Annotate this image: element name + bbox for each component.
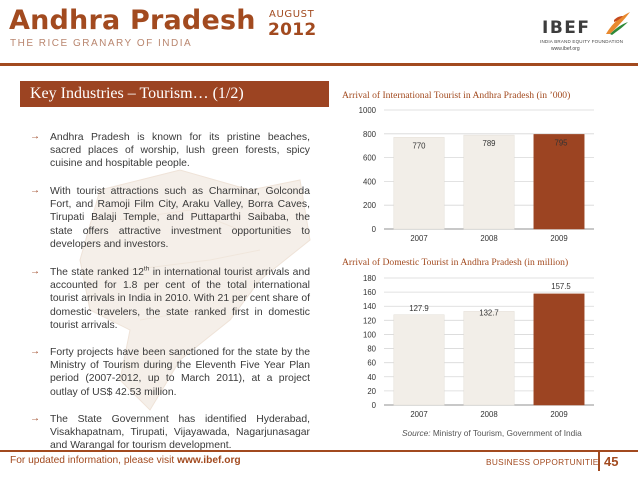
data-label: 132.7 [479,308,499,317]
bar [393,137,445,230]
bullet-text-sup: th [143,265,150,273]
bullet-text: The State Government has identified Hyde… [50,414,310,452]
data-label: 157.5 [551,282,571,291]
x-tick-label: 2007 [410,410,427,419]
y-tick-label: 140 [363,302,377,311]
chart-title-domestic: Arrival of Domestic Tourist in Andhra Pr… [342,257,569,268]
logo-foundation: INDIA BRAND EQUITY FOUNDATION [540,39,624,44]
state-map-watermark [79,169,311,411]
chart-title-international: Arrival of International Tourist in Andh… [342,90,571,101]
x-tick-label: 2008 [480,410,497,419]
arrow-bullet-icon: → [30,413,40,424]
arrow-bullet-icon: → [30,266,40,277]
y-tick-label: 0 [372,225,377,234]
y-tick-label: 0 [372,401,377,410]
y-tick-label: 600 [363,154,377,163]
footer-rule [0,450,638,452]
y-tick-label: 200 [363,201,377,210]
x-tick-label: 2007 [410,234,427,243]
arrow-bullet-icon: → [30,131,40,142]
bullet-text: Forty projects have been sanctioned for … [50,347,310,398]
y-tick-label: 1000 [359,106,377,115]
y-tick-label: 400 [363,177,377,186]
y-tick-label: 120 [363,316,377,325]
x-tick-label: 2009 [550,410,567,419]
x-tick-label: 2008 [480,234,497,243]
footer-url-link[interactable]: www.ibef.org [177,455,241,466]
y-tick-label: 160 [363,288,377,297]
logo-url: www.ibef.org [551,46,580,52]
page-footer: For updated information, please visit ww… [0,450,638,479]
footer-section-label: BUSINESS OPPORTUNITIES [486,457,605,467]
bullet-text-pre: The state ranked 12 [50,267,144,278]
arrow-bullet-icon: → [30,185,40,196]
data-label: 127.9 [409,304,429,313]
section-title: Key Industries – Tourism… (1/2) [30,85,244,102]
y-tick-label: 100 [363,330,377,339]
y-tick-label: 60 [367,359,376,368]
bullet-text-post: in international tourist arrivals and ac… [50,267,311,331]
header-year: 2012 [268,20,317,40]
bullet-text: Andhra Pradesh is known for its pristine… [50,132,310,170]
bar [393,314,445,406]
bird-logo-icon [606,12,630,35]
data-label: 795 [554,138,568,147]
footer-update-note: For updated information, please visit ww… [10,455,241,466]
x-tick-label: 2009 [550,234,567,243]
source-label: Source: [402,428,431,438]
source-text: Ministry of Tourism, Government of India [430,428,582,438]
ibef-logo: IBEF INDIA BRAND EQUITY FOUNDATION www.i… [538,8,632,58]
data-label: 789 [482,139,495,148]
chart-domestic-arrivals: 0 20 40 60 80 100 120 140 160 180 127.9 2007 132.7 20… [363,274,594,419]
page-header: Andhra Pradesh AUGUST 2012 THE RICE GRAN… [0,0,638,66]
bar [463,311,515,406]
state-title: Andhra Pradesh [9,5,256,36]
data-label: 770 [412,141,426,150]
page-number: 45 [598,452,638,471]
bar [533,293,585,406]
y-tick-label: 80 [367,345,376,354]
bar [533,134,585,230]
bullet-text: With tourist attractions such as Charmin… [50,186,310,250]
header-month: AUGUST [269,9,315,20]
y-tick-label: 20 [367,387,376,396]
chart-international-arrivals: 0 200 400 600 800 1000 770 2007 789 2008 795 2009 [359,106,594,243]
y-tick-label: 800 [363,130,377,139]
y-tick-label: 180 [363,274,377,283]
logo-name: IBEF [542,18,591,38]
header-rule [0,63,638,66]
header-subtitle: THE RICE GRANARY OF INDIA [10,38,193,49]
bar [463,134,515,230]
footer-left-text: For updated information, please visit [10,455,178,466]
section-title-bar: Key Industries – Tourism… (1/2) [20,81,329,107]
arrow-bullet-icon: → [30,346,40,357]
bullet-text: The state ranked 12th in international t… [50,266,310,332]
y-tick-label: 40 [367,373,376,382]
source-note: Source: Ministry of Tourism, Government … [402,428,582,438]
